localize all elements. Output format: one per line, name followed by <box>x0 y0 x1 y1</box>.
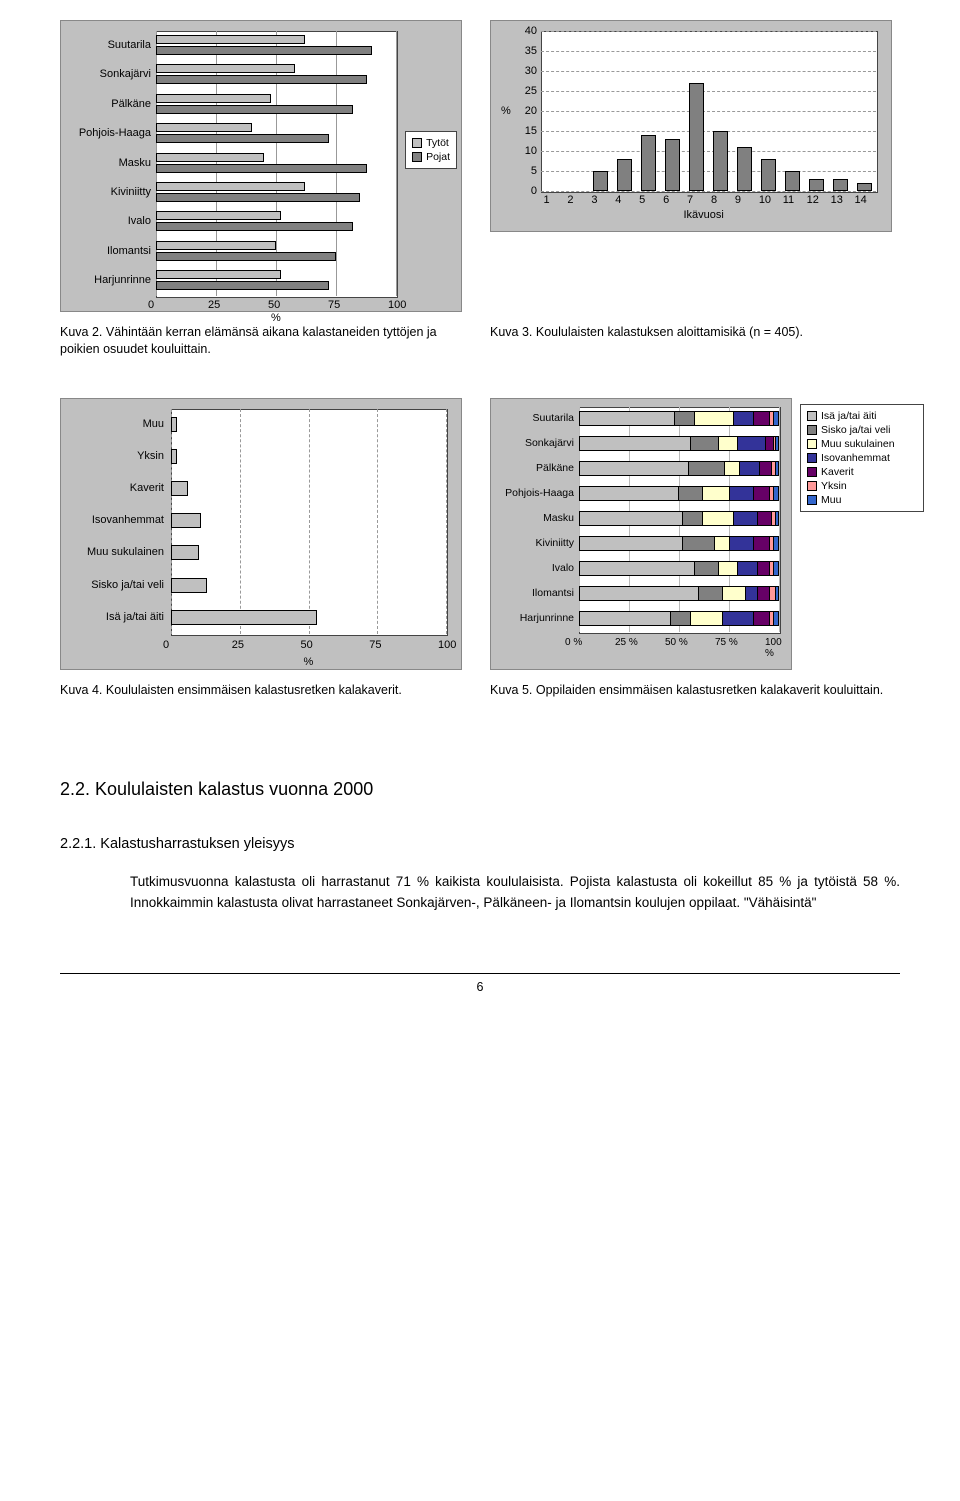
kuva4-caption: Kuva 4. Koululaisten ensimmäisen kalastu… <box>60 682 470 699</box>
subsection-221-heading: 2.2.1. Kalastusharrastuksen yleisyys <box>60 836 900 852</box>
page-number: 6 <box>60 980 900 994</box>
kuva3-caption: Kuva 3. Koululaisten kalastuksen aloitta… <box>490 324 900 341</box>
kuva5-caption: Kuva 5. Oppilaiden ensimmäisen kalastusr… <box>490 682 900 699</box>
kuva5-legend: Isä ja/tai äitiSisko ja/tai veliMuu suku… <box>800 404 924 512</box>
kuva2-chart: 0255075100%SuutarilaSonkajärviPälkänePoh… <box>60 20 462 312</box>
section-22-heading: 2.2. Koululaisten kalastus vuonna 2000 <box>60 779 900 800</box>
kuva2-caption: Kuva 2. Vähintään kerran elämänsä aikana… <box>60 324 470 358</box>
kuva4-chart: 0255075100%MuuYksinKaveritIsovanhemmatMu… <box>60 398 462 670</box>
kuva5-chart: 0 %25 %50 %75 %100 %SuutarilaSonkajärviP… <box>490 398 792 670</box>
subsection-221-body: Tutkimusvuonna kalastusta oli harrastanu… <box>130 872 900 914</box>
kuva3-chart: 0510152025303540%1234567891011121314Ikäv… <box>490 20 892 232</box>
footer-rule <box>60 973 900 974</box>
